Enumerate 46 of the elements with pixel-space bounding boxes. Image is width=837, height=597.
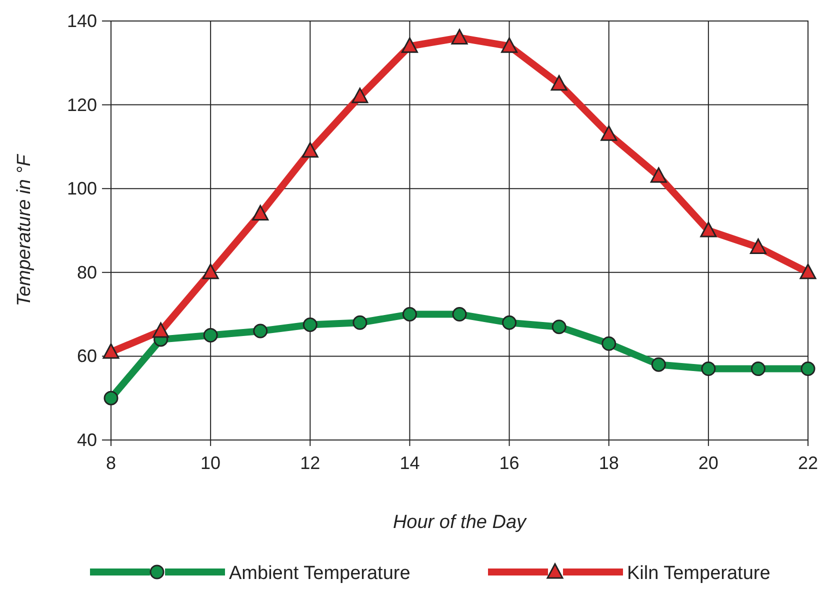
y-tick-label: 140	[66, 11, 97, 31]
x-tick-label: 16	[499, 453, 520, 473]
x-tick-label: 14	[400, 453, 420, 473]
point	[651, 357, 666, 372]
point	[302, 318, 318, 332]
x-axis-title: Hour of the Day	[392, 512, 528, 533]
point	[750, 362, 766, 376]
point	[800, 362, 816, 376]
x-tick-label: 12	[300, 453, 320, 473]
y-tick-label: 100	[66, 178, 97, 199]
point	[152, 322, 170, 338]
point	[253, 324, 268, 338]
y-tick-label: 80	[76, 262, 97, 282]
point	[701, 362, 716, 376]
point	[650, 167, 667, 183]
x-tick-label: 8	[106, 453, 116, 473]
x-tick-label: 10	[200, 453, 221, 473]
point	[700, 222, 717, 238]
y-tick-label: 60	[76, 346, 97, 366]
point	[550, 75, 568, 91]
point	[502, 315, 517, 330]
point	[800, 264, 816, 280]
point	[452, 307, 467, 322]
point	[203, 328, 218, 342]
y-axis-title: Temperature in °F	[14, 153, 35, 306]
x-tick-label: 18	[598, 453, 619, 473]
point	[352, 315, 368, 330]
point	[352, 88, 368, 104]
point	[104, 390, 118, 406]
point	[302, 142, 318, 158]
point	[602, 336, 616, 351]
point	[552, 320, 566, 334]
x-tick-label: 22	[798, 453, 818, 473]
point	[451, 29, 468, 45]
point	[750, 238, 766, 254]
point	[252, 204, 269, 220]
y-tick-label: 120	[66, 94, 97, 115]
x-tick-label: 20	[698, 453, 718, 473]
legend-label: Ambient Temperature	[229, 563, 410, 584]
point	[501, 37, 518, 53]
point	[402, 307, 417, 322]
legend-label: Kiln Temperature	[627, 563, 770, 584]
point	[600, 125, 618, 141]
y-tick-label: 40	[76, 430, 97, 450]
point	[202, 264, 219, 280]
point	[401, 37, 418, 53]
